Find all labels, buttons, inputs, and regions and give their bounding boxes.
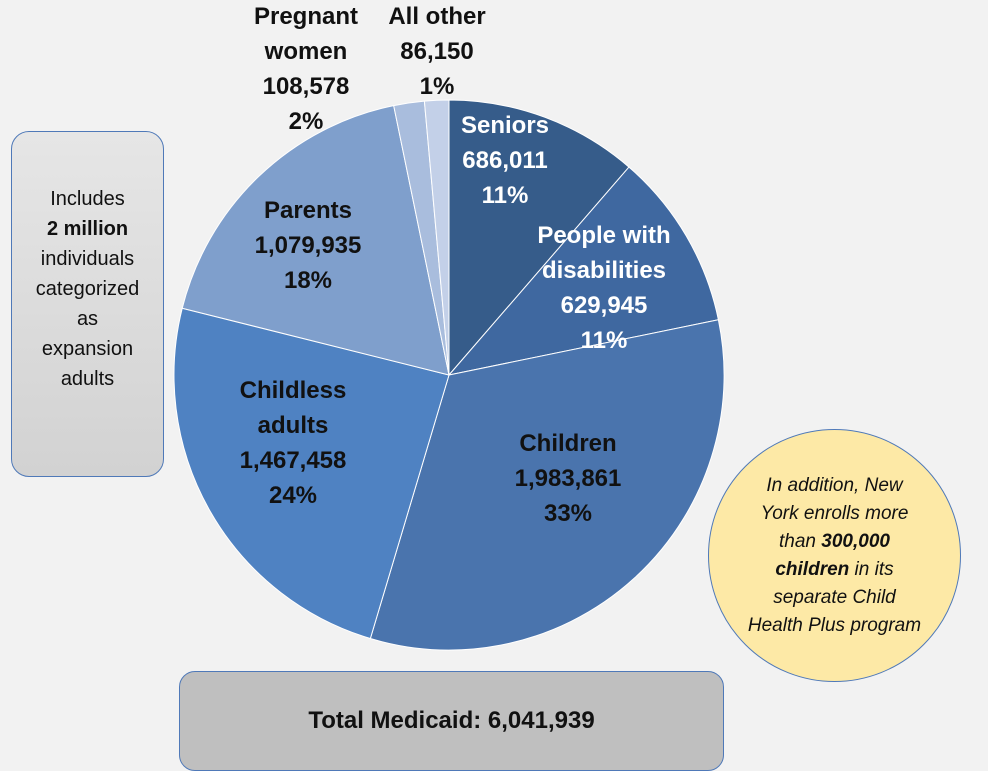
- slice-label-line: Pregnant: [254, 3, 358, 30]
- pie-slice-childless-adults: [173, 307, 450, 640]
- pie-slice-all-other: [423, 99, 450, 376]
- callout-left-line: as: [76, 308, 99, 330]
- slice-label-line: 1,079,935: [255, 232, 362, 259]
- slice-label-parents: Parents 1,079,935 18%: [255, 197, 362, 294]
- slice-label-pregnant-women: Pregnant women 108,578 2%: [254, 3, 358, 135]
- callout-right-line: York enrolls more: [760, 502, 909, 524]
- slice-label-line: 1,467,458: [240, 447, 347, 474]
- pie-slice-parents: [181, 105, 450, 376]
- callout-right-line: than 300,000: [779, 530, 890, 552]
- slice-label-line: 11%: [581, 327, 628, 354]
- slice-label-line: Children: [519, 430, 616, 457]
- slice-label-line: 24%: [269, 482, 317, 509]
- total-medicaid-text: Total Medicaid: 6,041,939: [308, 707, 595, 734]
- slice-label-line: 18%: [284, 267, 332, 294]
- slice-label-line: 86,150: [400, 38, 473, 65]
- slice-label-line: 686,011: [462, 147, 547, 174]
- slice-label-line: 33%: [544, 500, 592, 527]
- slice-label-line: 2%: [289, 108, 324, 135]
- pie-slice-seniors: [448, 99, 630, 377]
- slice-label-line: People with: [537, 222, 670, 249]
- slice-label-line: Seniors: [461, 112, 549, 139]
- slice-label-line: Parents: [264, 197, 352, 224]
- slice-label-childless-adults: Childless adults 1,467,458 24%: [240, 377, 347, 509]
- callout-left-line: Includes: [50, 188, 125, 210]
- slice-label-all-other: All other 86,150 1%: [388, 3, 485, 100]
- slice-label-people-with-disabilities: People with disabilities 629,945 11%: [537, 222, 670, 354]
- pie-slice-people-with-disabilities: [447, 166, 719, 376]
- slice-label-line: disabilities: [542, 257, 666, 284]
- pie-slice-children: [369, 319, 725, 651]
- expansion-adults-callout: Includes 2 million individuals categoriz…: [11, 131, 164, 477]
- slice-label-line: adults: [258, 412, 329, 439]
- slice-label-line: women: [264, 38, 348, 65]
- callout-left-line: adults: [60, 368, 115, 390]
- callout-left-line: categorized: [35, 278, 140, 300]
- callout-left-bold: 2 million: [46, 218, 129, 240]
- slice-label-children: Children 1,983,861 33%: [515, 430, 622, 527]
- slice-label-line: 11%: [482, 182, 529, 209]
- callout-left-line: individuals: [40, 248, 135, 270]
- child-health-plus-callout: In addition, New York enrolls more than …: [708, 429, 961, 682]
- callout-right-line: In addition, New: [766, 474, 903, 496]
- slice-label-line: 629,945: [561, 292, 648, 319]
- slice-label-seniors: Seniors 686,011 11%: [461, 112, 549, 209]
- slice-label-line: 108,578: [263, 73, 350, 100]
- callout-right-line: children in its: [775, 558, 894, 580]
- slice-label-line: All other: [388, 3, 485, 30]
- callout-right-line: Health Plus program: [747, 614, 922, 636]
- total-medicaid-box: Total Medicaid: 6,041,939: [179, 671, 724, 771]
- pie-labels: Seniors 686,011 11% People with disabilities…: [240, 3, 671, 527]
- callout-left-line: expansion: [41, 338, 134, 360]
- slice-label-line: 1,983,861: [515, 465, 622, 492]
- callout-right-line: separate Child: [773, 586, 896, 608]
- pie-slices: [173, 99, 725, 651]
- slice-label-line: 1%: [420, 73, 455, 100]
- slice-label-line: Childless: [240, 377, 347, 404]
